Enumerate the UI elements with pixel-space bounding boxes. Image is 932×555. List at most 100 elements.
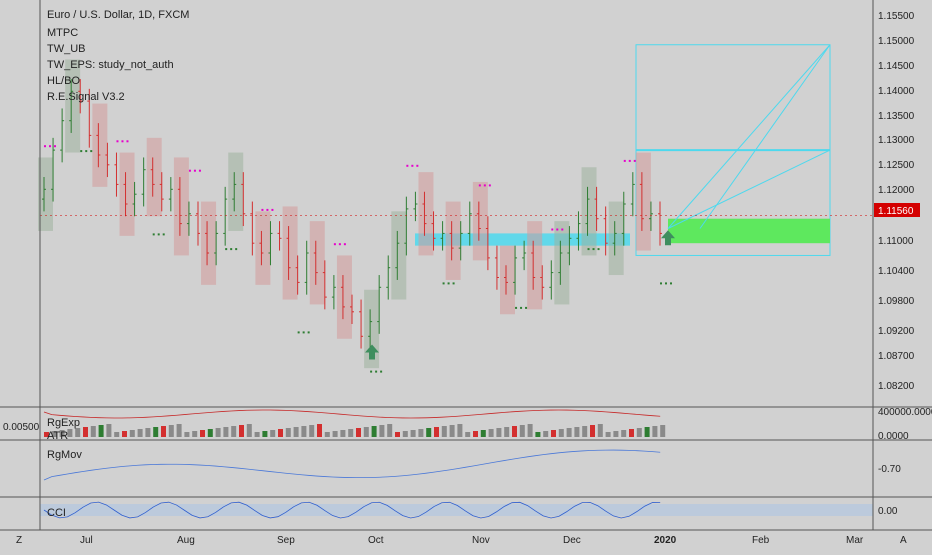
price-tick: 1.13500 (878, 111, 915, 122)
volume-bar (83, 427, 88, 437)
volume-bar (504, 427, 510, 437)
range-box (228, 152, 244, 231)
pane-label[interactable]: ATR (47, 430, 68, 442)
level-dot (230, 248, 233, 251)
level-dot (54, 145, 56, 148)
pane-left-value: 0.00500 (3, 422, 40, 433)
level-dot (271, 208, 274, 211)
price-axis[interactable]: 1.15500 1.15000 1.14500 1.14000 1.13500 … (878, 11, 915, 392)
volume-bar (332, 431, 338, 437)
volume-bar (44, 432, 49, 437)
level-dot (162, 233, 165, 236)
pane-label[interactable]: CCI (47, 507, 66, 519)
rgmov-line (43, 449, 661, 481)
study-label[interactable]: R.E.Signal V3.2 (47, 91, 125, 103)
volume-bar (590, 425, 595, 437)
volume-bar (566, 428, 572, 437)
volume-bar (184, 432, 190, 437)
zoom-reset-button[interactable]: Z (16, 535, 22, 546)
volume-bar (480, 430, 486, 437)
pane-label[interactable]: RgMov (47, 449, 82, 461)
level-dot (416, 164, 419, 167)
level-dot (406, 164, 409, 167)
volume-bar (410, 430, 416, 437)
level-dot (628, 159, 631, 162)
volume-bar (597, 424, 603, 437)
volume-bar (465, 432, 471, 437)
level-dot (488, 184, 491, 187)
range-box (38, 157, 53, 231)
volume-bar (285, 428, 291, 437)
volume-bar (192, 431, 198, 437)
range-box (92, 103, 108, 187)
level-dot (44, 145, 46, 148)
volume-bar (543, 431, 549, 437)
volume-bar (582, 426, 588, 437)
volume-bar (660, 425, 666, 437)
level-dot (592, 248, 595, 251)
auto-scale-button[interactable]: A (900, 535, 907, 546)
pane-tick: 0.00 (878, 506, 898, 517)
volume-bar (613, 431, 619, 437)
level-dot (338, 243, 341, 246)
level-dot (411, 164, 414, 167)
volume-bar (67, 429, 73, 437)
volume-bar (441, 426, 447, 437)
volume-bar (207, 429, 213, 437)
range-box (173, 157, 189, 256)
range-box (581, 167, 597, 256)
volume-bar (168, 425, 174, 437)
range-box (635, 152, 651, 251)
volume-bar (176, 424, 182, 437)
price-tick: 1.08200 (878, 381, 915, 392)
target-zone (668, 218, 830, 244)
last-price-badge (874, 203, 920, 217)
time-label: Jul (80, 535, 93, 546)
level-dot (380, 370, 383, 373)
study-label[interactable]: TW_UB (47, 43, 86, 55)
volume-bar (278, 429, 283, 437)
level-dot (198, 169, 201, 172)
volume-bar (90, 426, 96, 437)
cci-band (40, 504, 873, 516)
level-dot (116, 140, 119, 143)
range-box (255, 211, 271, 285)
study-label[interactable]: MTPC (47, 27, 78, 39)
level-dot (121, 140, 124, 143)
cci-line (43, 501, 661, 519)
volume-bar (262, 431, 268, 437)
level-dot (665, 282, 667, 285)
level-dot (561, 228, 564, 231)
price-tick: 1.09800 (878, 296, 915, 307)
price-tick: 1.11000 (878, 236, 914, 247)
range-box (309, 221, 325, 305)
level-dot (556, 228, 559, 231)
level-dot (660, 282, 662, 285)
volume-bar (309, 425, 315, 437)
volume-bar (426, 428, 432, 437)
volume-bar (395, 432, 400, 437)
pane-tick: 400000.0000 (878, 407, 932, 418)
pane-label[interactable]: RgExp (47, 417, 80, 429)
volume-bar (512, 426, 517, 437)
support-zone (415, 233, 630, 246)
volume-bar (98, 425, 104, 437)
range-box (282, 206, 298, 300)
level-dot (80, 150, 83, 153)
symbol-title[interactable]: Euro / U.S. Dollar, 1D, FXCM (47, 9, 189, 21)
level-dot (633, 159, 636, 162)
study-label[interactable]: HL/BO (47, 75, 80, 87)
study-label[interactable]: TW_EPS: study_not_auth (47, 59, 174, 71)
level-dot (266, 208, 269, 211)
candles[interactable] (38, 59, 662, 369)
time-axis[interactable]: Jul Aug Sep Oct Nov Dec 2020 Feb Mar (80, 535, 864, 546)
volume-bar (59, 430, 65, 437)
level-dot (49, 145, 51, 148)
volume-bar (200, 430, 205, 437)
volume-bar (379, 425, 385, 437)
level-dot (623, 159, 626, 162)
price-tick: 1.14500 (878, 61, 915, 72)
range-box (445, 201, 461, 280)
